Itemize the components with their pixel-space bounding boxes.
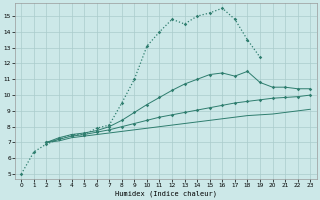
X-axis label: Humidex (Indice chaleur): Humidex (Indice chaleur) [115, 190, 217, 197]
